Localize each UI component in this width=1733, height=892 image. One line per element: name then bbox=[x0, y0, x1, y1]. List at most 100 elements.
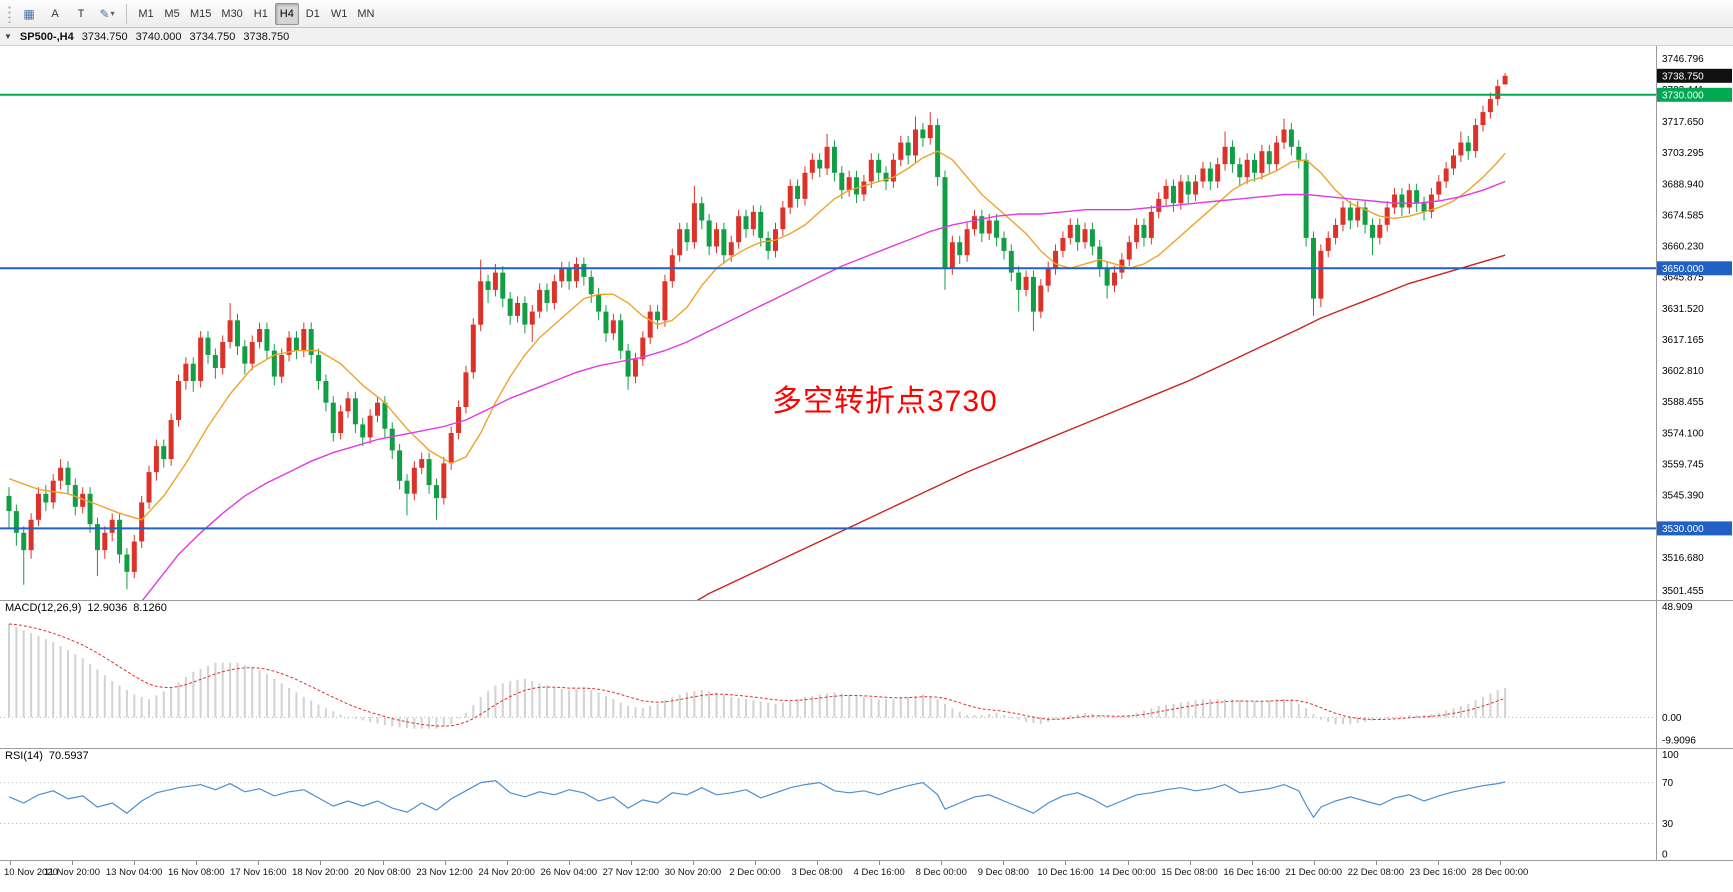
main-chart-panel[interactable]: 多空转折点3730 3746.7963732.4413717.6503703.2… bbox=[0, 46, 1733, 600]
macd-indicator-panel[interactable]: MACD(12,26,9) 12.9036 8.1260 48.909 0.00 -9.… bbox=[0, 600, 1733, 748]
time-label: 15 Dec 08:00 bbox=[1161, 867, 1218, 878]
timeframe-button-h1[interactable]: H1 bbox=[253, 7, 268, 20]
time-axis-tick bbox=[817, 861, 819, 865]
svg-text:3650.000: 3650.000 bbox=[1662, 264, 1704, 275]
svg-text:48.909: 48.909 bbox=[1662, 602, 1693, 613]
svg-text:70: 70 bbox=[1662, 778, 1674, 789]
symbol-period-label: SP500-,H4 bbox=[19, 30, 74, 43]
windows-cascade-icon[interactable]: ▦ bbox=[23, 6, 35, 21]
timeframe-button-mn[interactable]: MN bbox=[357, 7, 375, 20]
candlestick-series bbox=[6, 73, 1508, 590]
time-axis-tick bbox=[10, 861, 11, 865]
time-axis-tick bbox=[630, 861, 632, 865]
svg-text:3660.230: 3660.230 bbox=[1662, 242, 1704, 253]
time-axis-tick bbox=[320, 861, 322, 865]
time-axis-tick bbox=[134, 861, 136, 865]
chart-background bbox=[0, 46, 1733, 600]
timeframe-button-m30[interactable]: M30 bbox=[221, 7, 243, 20]
time-label: 27 Nov 12:00 bbox=[602, 867, 660, 878]
time-label: 10 Nov 2020 bbox=[4, 867, 58, 878]
macd-signal-line bbox=[8, 623, 1506, 727]
time-axis-tick bbox=[1003, 861, 1005, 865]
rsi-axis-ticks: 100 70 30 0 bbox=[1662, 750, 1679, 860]
timeframe-button-m1[interactable]: M1 bbox=[138, 7, 154, 20]
timeframe-button-w1[interactable]: W1 bbox=[330, 7, 348, 20]
time-axis-tick bbox=[692, 861, 694, 865]
time-axis-tick bbox=[755, 861, 756, 865]
macd-axis-ticks: 48.909 0.00 -9.9096 bbox=[1662, 602, 1696, 747]
time-axis-tick bbox=[1500, 861, 1501, 865]
dropdown-caret-icon: ▾ bbox=[110, 9, 115, 18]
arrow-tool-button[interactable]: A bbox=[51, 7, 59, 20]
time-label: 2 Dec 00:00 bbox=[729, 867, 781, 878]
time-label: 28 Dec 00:00 bbox=[1471, 867, 1529, 878]
time-label: 26 Nov 04:00 bbox=[540, 867, 598, 878]
time-axis-tick bbox=[941, 861, 943, 865]
time-label: 13 Nov 04:00 bbox=[105, 867, 163, 878]
time-label: 18 Nov 20:00 bbox=[292, 867, 349, 878]
time-axis-tick bbox=[568, 861, 570, 865]
svg-text:3703.295: 3703.295 bbox=[1662, 148, 1704, 159]
time-label: 9 Dec 08:00 bbox=[977, 867, 1029, 878]
time-axis-tick bbox=[1251, 861, 1253, 865]
time-axis-tick bbox=[1127, 861, 1129, 865]
timeframe-button-m15[interactable]: M15 bbox=[190, 7, 212, 20]
text-tool-button[interactable]: T bbox=[77, 7, 85, 20]
ohlc-high: 3740.000 bbox=[135, 30, 182, 43]
time-axis-tick bbox=[196, 861, 198, 865]
timeframe-button-d1[interactable]: D1 bbox=[305, 7, 320, 20]
time-label: 16 Nov 08:00 bbox=[167, 867, 225, 878]
draw-tools-dropdown[interactable]: ✎ ▾ bbox=[99, 6, 115, 21]
macd-main-value: 12.9036 bbox=[87, 602, 128, 614]
svg-text:0: 0 bbox=[1662, 850, 1668, 861]
svg-text:30: 30 bbox=[1662, 819, 1674, 830]
time-label: 3 Dec 08:00 bbox=[791, 867, 843, 878]
timeframe-button-m5[interactable]: M5 bbox=[164, 7, 180, 20]
time-label: 17 Nov 16:00 bbox=[230, 867, 287, 878]
time-axis[interactable]: 10 Nov 2020 11 Nov 20:00 13 Nov 04:00 16 No… bbox=[0, 860, 1733, 892]
svg-text:3645.875: 3645.875 bbox=[1662, 273, 1704, 284]
time-label: 22 Dec 08:00 bbox=[1347, 867, 1405, 878]
time-label: 11 Nov 20:00 bbox=[44, 867, 100, 878]
time-label: 4 Dec 16:00 bbox=[853, 867, 905, 878]
svg-text:3730.000: 3730.000 bbox=[1662, 90, 1704, 101]
collapse-chart-icon[interactable]: ▼ bbox=[4, 32, 12, 41]
time-axis-tick bbox=[258, 861, 260, 865]
time-axis-tick bbox=[1313, 861, 1315, 865]
rsi-title: RSI(14) 70.5937 bbox=[5, 750, 89, 762]
svg-text:3738.750: 3738.750 bbox=[1662, 71, 1704, 82]
ohlc-close: 3738.750 bbox=[243, 30, 290, 43]
time-axis-tick bbox=[382, 861, 384, 865]
timeframe-button-h4[interactable]: H4 bbox=[274, 2, 299, 25]
svg-text:3588.455: 3588.455 bbox=[1662, 397, 1704, 408]
ohlc-open: 3734.750 bbox=[81, 30, 128, 43]
time-label: 24 Nov 20:00 bbox=[478, 867, 535, 878]
svg-text:3674.585: 3674.585 bbox=[1662, 210, 1704, 221]
time-axis-tick bbox=[72, 861, 74, 865]
time-axis-tick bbox=[1375, 861, 1377, 865]
svg-text:3530.000: 3530.000 bbox=[1662, 524, 1704, 535]
svg-text:3545.390: 3545.390 bbox=[1662, 491, 1704, 502]
time-label: 16 Dec 16:00 bbox=[1223, 867, 1280, 878]
toolbar-separator bbox=[126, 3, 127, 24]
macd-title: MACD(12,26,9) 12.9036 8.1260 bbox=[5, 602, 167, 614]
time-axis-tick bbox=[879, 861, 881, 865]
time-label: 8 Dec 00:00 bbox=[915, 867, 967, 878]
svg-text:100: 100 bbox=[1662, 750, 1679, 761]
macd-histogram bbox=[8, 624, 1507, 729]
svg-text:3574.100: 3574.100 bbox=[1662, 428, 1704, 439]
svg-text:3617.165: 3617.165 bbox=[1662, 335, 1704, 346]
time-label: 21 Dec 00:00 bbox=[1285, 867, 1343, 878]
time-label: 20 Nov 08:00 bbox=[354, 867, 411, 878]
ohlc-low: 3734.750 bbox=[189, 30, 236, 43]
time-axis-tick bbox=[444, 861, 446, 865]
rsi-indicator-panel[interactable]: RSI(14) 70.5937 100 70 30 0 bbox=[0, 748, 1733, 860]
toolbar-drag-handle[interactable] bbox=[7, 4, 12, 23]
time-axis-tick bbox=[1437, 861, 1439, 865]
macd-signal-value: 8.1260 bbox=[133, 602, 167, 614]
price-badges: 3738.750 3730.000 3650.000 3530.000 bbox=[1657, 68, 1732, 536]
svg-text:3559.745: 3559.745 bbox=[1662, 460, 1704, 471]
time-axis-tick bbox=[506, 861, 508, 865]
svg-text:3501.455: 3501.455 bbox=[1662, 586, 1704, 597]
chart-title-strip: ▼ SP500-,H4 3734.750 3740.000 3734.750 3… bbox=[0, 28, 1733, 46]
